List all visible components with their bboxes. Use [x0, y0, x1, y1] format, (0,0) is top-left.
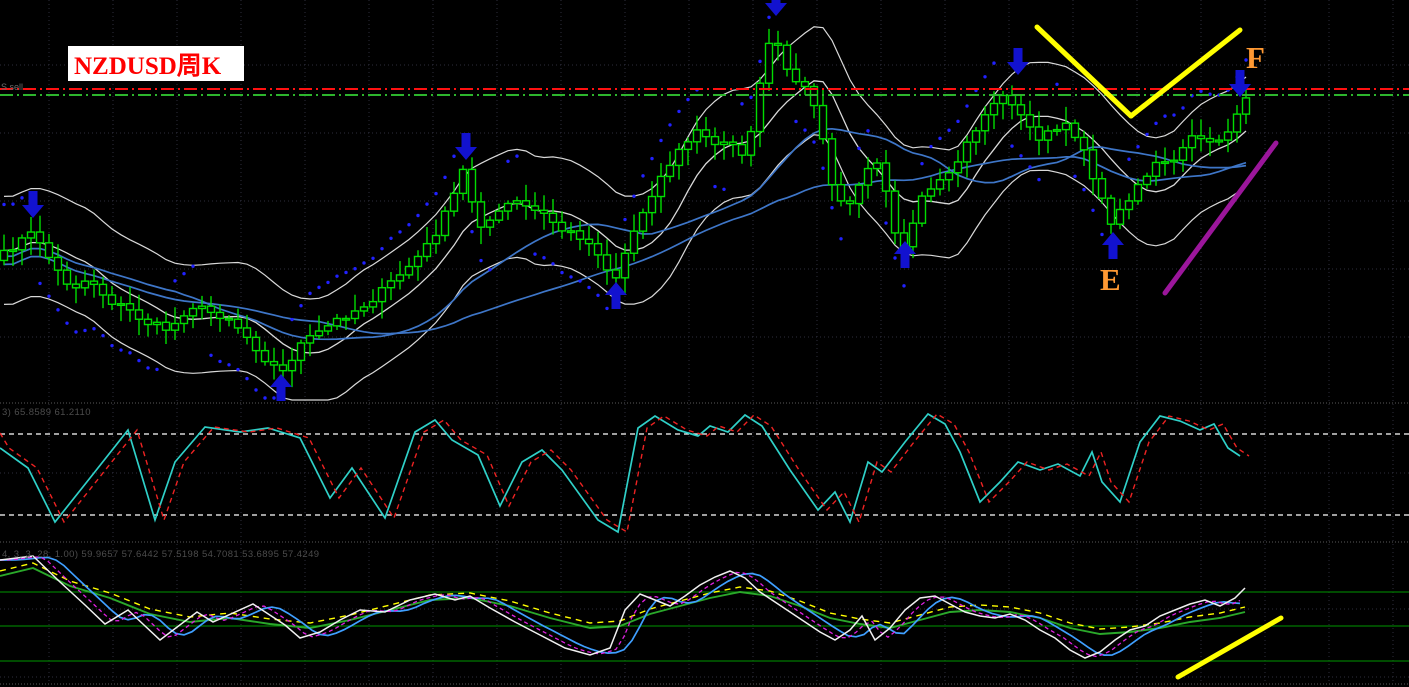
sell-line-tag: S sell	[1, 82, 24, 92]
stochastic-panel-lines	[0, 412, 1409, 534]
annotation-letter-e: E	[1100, 262, 1121, 297]
signal-arrows	[22, 0, 1251, 401]
buy-arrow-icon	[605, 282, 627, 309]
sell-arrow-icon	[1007, 48, 1029, 75]
symbol-title: NZDUSD周K	[74, 52, 222, 80]
panel-separators	[0, 402, 1409, 685]
candles-layer	[0, 28, 1251, 388]
buy-arrow-icon	[1102, 232, 1124, 259]
buy-arrow-icon	[270, 374, 292, 401]
buy-arrow-icon	[894, 241, 916, 268]
signal-horizontal-lines	[0, 88, 1409, 96]
trend-lines	[1034, 24, 1284, 680]
annotation-letter-f: F	[1246, 40, 1265, 75]
symbol-title-box: NZDUSD周K	[68, 46, 244, 81]
macd-panel-lines	[0, 555, 1409, 662]
sell-arrow-icon	[22, 191, 44, 218]
sell-arrow-icon	[1229, 70, 1251, 97]
macd-indicator-label: 4, 3, 3, 28, 1.00) 59.9657 57.6442 57.51…	[2, 549, 320, 560]
sell-arrow-icon	[455, 133, 477, 160]
stochastic-indicator-label: 3) 65.8589 61.2110	[2, 407, 91, 418]
sell-arrow-icon	[765, 0, 787, 16]
